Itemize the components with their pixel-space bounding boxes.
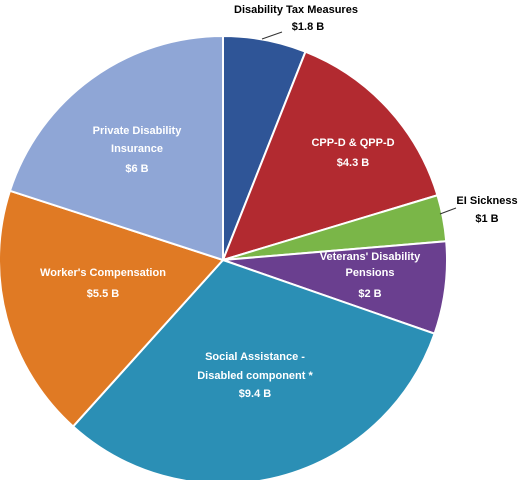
- slice-label-workers-comp: Worker's Compensation: [40, 267, 166, 279]
- slice-label-social-line1: Social Assistance -: [205, 351, 305, 363]
- pie-slice-1: [221, 50, 439, 262]
- slice-label-cpp-qpp: CPP-D & QPP-D: [311, 137, 394, 149]
- slice-label-disability-tax: Disability Tax Measures: [234, 4, 358, 16]
- pie-slice-6: [8, 34, 224, 262]
- leader-line-ei-sickness: [439, 207, 457, 215]
- slice-value-private: $6 B: [125, 163, 148, 175]
- slice-value-veterans: $2 B: [358, 288, 381, 300]
- slice-label-private-line1: Private Disability: [93, 125, 183, 137]
- pie-slice-4: [71, 258, 436, 480]
- pie-slices: [0, 31, 457, 480]
- pie-labels: Disability Tax Measures $1.8 B CPP-D & Q…: [40, 4, 518, 400]
- slice-label-veterans-line2: Pensions: [346, 267, 395, 279]
- slice-value-workers-comp: $5.5 B: [87, 288, 119, 300]
- slice-label-ei-sickness: EI Sickness: [456, 195, 517, 207]
- slice-label-private-line2: Insurance: [111, 143, 163, 155]
- slice-label-veterans-line1: Veterans' Disability: [320, 251, 421, 263]
- slice-label-social-line2: Disabled component *: [197, 370, 313, 382]
- slice-value-ei-sickness: $1 B: [475, 213, 498, 225]
- slice-value-disability-tax: $1.8 B: [292, 21, 324, 33]
- pie-slice-5: [0, 189, 225, 428]
- leader-line-disability-tax: [261, 31, 283, 40]
- slice-value-cpp-qpp: $4.3 B: [337, 157, 369, 169]
- slice-value-social: $9.4 B: [239, 388, 271, 400]
